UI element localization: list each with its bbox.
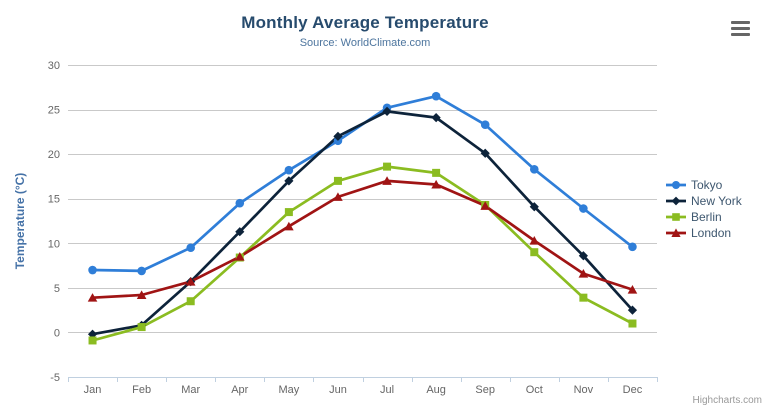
legend-item-tokyo[interactable]: Tokyo bbox=[666, 177, 742, 193]
data-point-tokyo[interactable] bbox=[529, 164, 539, 174]
series-line-berlin[interactable] bbox=[91, 165, 634, 342]
x-axis-label: Jun bbox=[329, 384, 347, 396]
x-axis-label: Nov bbox=[574, 384, 594, 396]
y-axis-label: 0 bbox=[54, 327, 60, 339]
data-point-new-york[interactable] bbox=[382, 106, 392, 116]
data-point-london[interactable] bbox=[529, 236, 540, 245]
data-point-berlin[interactable] bbox=[530, 248, 539, 257]
credits-link[interactable]: Highcharts.com bbox=[692, 395, 762, 406]
data-point-berlin[interactable] bbox=[137, 323, 146, 332]
data-point-berlin[interactable] bbox=[88, 336, 97, 345]
legend-item-new-york[interactable]: New York bbox=[666, 193, 742, 209]
data-point-berlin[interactable] bbox=[383, 162, 392, 171]
data-point-tokyo[interactable] bbox=[186, 243, 196, 253]
legend: Tokyo New York Berlin London bbox=[666, 177, 742, 241]
hamburger-icon[interactable] bbox=[727, 15, 755, 41]
data-point-new-york[interactable] bbox=[627, 305, 638, 315]
data-point-new-york[interactable] bbox=[529, 202, 539, 212]
y-axis-label: 5 bbox=[54, 283, 60, 295]
data-point-new-york[interactable] bbox=[235, 227, 245, 237]
legend-label-berlin: Berlin bbox=[691, 210, 722, 224]
data-point-berlin[interactable] bbox=[333, 176, 342, 185]
data-point-london[interactable] bbox=[578, 268, 589, 278]
y-axis-title: Temperature (°C) bbox=[13, 173, 27, 270]
x-axis-label: Dec bbox=[623, 384, 643, 396]
data-point-berlin[interactable] bbox=[432, 168, 441, 177]
data-point-berlin[interactable] bbox=[579, 293, 588, 302]
series-line-new-york[interactable] bbox=[91, 110, 634, 336]
legend-item-berlin[interactable]: Berlin bbox=[666, 209, 742, 225]
legend-label-new-york: New York bbox=[691, 194, 742, 208]
y-axis-label: 25 bbox=[48, 105, 60, 117]
data-point-tokyo[interactable] bbox=[137, 266, 146, 276]
x-axis-label: Mar bbox=[181, 384, 200, 396]
data-point-new-york[interactable] bbox=[578, 251, 588, 261]
legend-label-tokyo: Tokyo bbox=[691, 178, 723, 192]
hamburger-bar-icon bbox=[731, 26, 750, 30]
data-point-london[interactable] bbox=[185, 277, 196, 286]
data-point-london[interactable] bbox=[234, 252, 245, 261]
data-point-tokyo[interactable] bbox=[628, 242, 637, 252]
data-point-tokyo[interactable] bbox=[235, 198, 245, 208]
legend-symbol-triangle-icon bbox=[666, 228, 686, 237]
data-point-london[interactable] bbox=[382, 176, 392, 185]
y-axis-label: 20 bbox=[48, 149, 60, 161]
data-point-tokyo[interactable] bbox=[284, 165, 294, 175]
data-point-tokyo[interactable] bbox=[480, 120, 490, 130]
chart-title: Monthly Average Temperature bbox=[241, 13, 489, 32]
hamburger-bar-icon bbox=[731, 20, 750, 24]
x-axis-label: Aug bbox=[426, 384, 446, 396]
y-axis-label: 15 bbox=[48, 194, 60, 206]
data-point-new-york[interactable] bbox=[284, 176, 294, 186]
data-point-london[interactable] bbox=[284, 221, 294, 231]
x-axis-label: Jul bbox=[380, 384, 394, 396]
legend-item-london[interactable]: London bbox=[666, 225, 742, 241]
legend-label-london: London bbox=[691, 226, 732, 240]
x-axis-label: May bbox=[278, 384, 299, 396]
x-axis-label: Apr bbox=[231, 384, 248, 396]
data-point-new-york[interactable] bbox=[431, 112, 441, 123]
x-axis-label: Feb bbox=[132, 384, 151, 396]
y-axis-label: 30 bbox=[48, 60, 60, 72]
y-axis-label: 10 bbox=[48, 238, 60, 250]
data-point-new-york[interactable] bbox=[480, 148, 490, 158]
data-point-london[interactable] bbox=[333, 192, 343, 201]
data-point-new-york[interactable] bbox=[333, 131, 343, 141]
data-point-tokyo[interactable] bbox=[88, 265, 97, 275]
data-point-london[interactable] bbox=[136, 290, 147, 299]
x-axis-label: Oct bbox=[526, 384, 543, 396]
data-point-berlin[interactable] bbox=[284, 208, 293, 217]
legend-symbol-circle-icon bbox=[666, 181, 686, 189]
data-point-tokyo[interactable] bbox=[579, 204, 588, 213]
x-axis-label: Sep bbox=[475, 384, 495, 396]
y-axis-label: -5 bbox=[50, 372, 60, 384]
hamburger-bar-icon bbox=[731, 32, 750, 36]
data-point-london[interactable] bbox=[627, 285, 638, 294]
data-point-london[interactable] bbox=[87, 293, 98, 302]
data-point-berlin[interactable] bbox=[186, 297, 195, 306]
legend-symbol-square-icon bbox=[666, 213, 686, 221]
chart-subtitle: Source: WorldClimate.com bbox=[299, 37, 431, 49]
series-line-london[interactable] bbox=[91, 179, 634, 300]
data-point-london[interactable] bbox=[480, 201, 491, 210]
legend-symbol-diamond-icon bbox=[666, 196, 686, 206]
data-point-london[interactable] bbox=[431, 179, 441, 189]
x-axis-label: Jan bbox=[84, 384, 102, 396]
data-point-berlin[interactable] bbox=[628, 319, 637, 328]
data-point-tokyo[interactable] bbox=[431, 91, 441, 101]
